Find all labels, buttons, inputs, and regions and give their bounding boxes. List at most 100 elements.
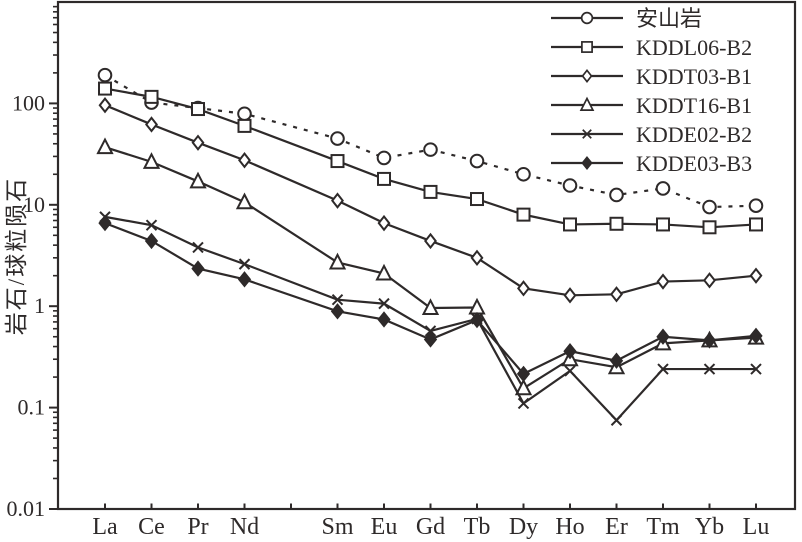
square-open-marker-icon xyxy=(702,220,717,235)
series-line xyxy=(104,87,757,229)
legend-label: KDDT03-B1 xyxy=(636,64,752,89)
diamond-open-marker-icon xyxy=(191,134,205,151)
square-open-marker-icon xyxy=(581,41,593,53)
x-axis-label: Ce xyxy=(138,514,165,540)
x-marker-icon xyxy=(331,293,344,306)
legend-label: KDDE02-B2 xyxy=(636,122,752,147)
series-line xyxy=(104,215,756,422)
legend-item: KDDL06-B2 xyxy=(551,35,752,60)
circle-open-marker-icon xyxy=(702,199,717,215)
series-KDDL06-B2 xyxy=(98,81,763,235)
square-open-marker-icon xyxy=(330,154,345,169)
series-KDDT03-B1 xyxy=(98,96,763,304)
x-marker-icon xyxy=(145,219,158,231)
square-open-marker-icon xyxy=(237,118,252,133)
x-axis: La Ce Pr Nd Sm Eu Gd Tb Dy Ho Er Tm Yb Lu xyxy=(92,503,770,540)
circle-open-marker-icon xyxy=(97,67,113,83)
x-marker-icon xyxy=(610,414,623,426)
diamond-open-marker-icon xyxy=(238,152,251,169)
diamond-open-marker-icon xyxy=(581,69,593,83)
y-axis-tick-label: 0.01 xyxy=(7,496,46,521)
legend-item: KDDT16-B1 xyxy=(551,93,752,118)
series-line xyxy=(104,222,757,376)
diamond-filled-marker-icon xyxy=(563,342,577,360)
diamond-filled-marker-icon xyxy=(470,311,484,329)
x-axis-label: La xyxy=(92,514,118,540)
circle-open-marker-icon xyxy=(516,166,531,182)
series-line xyxy=(104,104,757,297)
square-open-marker-icon xyxy=(98,81,112,96)
legend-item: KDDT03-B1 xyxy=(551,64,752,89)
x-axis-label: Pr xyxy=(187,514,208,540)
y-axis-tick-label: 0.1 xyxy=(18,395,46,420)
circle-open-marker-icon xyxy=(609,187,624,203)
x-marker-icon xyxy=(192,241,204,254)
x-axis-label: Gd xyxy=(416,514,445,540)
diamond-filled-marker-icon xyxy=(609,352,624,369)
square-open-marker-icon xyxy=(609,216,624,231)
diamond-open-marker-icon xyxy=(470,249,484,267)
triangle-open-marker-icon xyxy=(189,171,207,189)
x-axis-label: Nd xyxy=(230,514,259,540)
legend-item: KDDE03-B3 xyxy=(551,151,752,176)
triangle-open-marker-icon xyxy=(328,252,347,270)
series-KDDT16-B1 xyxy=(96,137,765,396)
y-axis: 100 10 1 0.1 0.01 xyxy=(7,5,58,521)
legend-label: 安山岩 xyxy=(636,6,702,31)
diamond-open-marker-icon xyxy=(703,272,716,289)
legend: 安山岩 KDDL06-B2 KDDT03-B1 KDDT16-B1 KDDE02-B2 K… xyxy=(551,6,752,176)
triangle-open-marker-icon xyxy=(421,298,440,315)
y-axis-title: 岩石/球粒陨石 xyxy=(4,177,29,335)
triangle-open-marker-icon xyxy=(375,263,393,281)
legend-label: KDDL06-B2 xyxy=(636,35,752,60)
x-marker-icon xyxy=(378,297,390,310)
x-axis-label: Lu xyxy=(743,514,770,540)
diamond-open-marker-icon xyxy=(145,116,158,133)
x-marker-icon xyxy=(517,397,530,410)
x-marker-icon xyxy=(750,363,762,375)
diamond-filled-marker-icon xyxy=(330,303,345,320)
circle-open-marker-icon xyxy=(423,142,438,157)
series-line xyxy=(104,146,757,390)
diamond-filled-marker-icon xyxy=(749,327,763,345)
circle-open-marker-icon xyxy=(237,106,252,122)
circle-open-marker-icon xyxy=(469,153,485,169)
diamond-open-marker-icon xyxy=(377,214,391,232)
square-open-marker-icon xyxy=(656,217,670,232)
x-axis-label: Ho xyxy=(555,514,584,540)
diamond-filled-marker-icon xyxy=(656,328,670,345)
y-axis-tick-label: 10 xyxy=(23,192,45,217)
y-axis-tick-label: 1 xyxy=(34,293,45,318)
x-marker-icon xyxy=(424,325,437,337)
square-open-marker-icon xyxy=(423,184,438,199)
diamond-open-marker-icon xyxy=(656,273,670,290)
x-axis-label: Sm xyxy=(321,514,353,540)
circle-open-marker-icon xyxy=(655,181,671,196)
legend-item: 安山岩 xyxy=(551,6,702,31)
diamond-filled-marker-icon xyxy=(516,365,531,383)
legend-label: KDDT16-B1 xyxy=(636,93,752,118)
circle-open-marker-icon xyxy=(376,150,392,166)
diamond-filled-marker-icon xyxy=(377,311,391,328)
square-open-marker-icon xyxy=(470,192,484,207)
x-marker-icon xyxy=(657,363,669,375)
circle-open-marker-icon xyxy=(748,198,764,213)
diamond-filled-marker-icon xyxy=(423,331,438,348)
square-open-marker-icon xyxy=(191,102,205,117)
square-open-marker-icon xyxy=(144,89,159,104)
x-marker-icon xyxy=(703,363,716,375)
plot-frame xyxy=(56,0,797,511)
y-axis-tick-label: 100 xyxy=(12,90,45,115)
triangle-open-marker-icon xyxy=(96,137,114,155)
diamond-filled-marker-icon xyxy=(144,232,159,250)
series-line xyxy=(104,74,757,209)
x-marker-icon xyxy=(564,365,576,377)
x-marker-icon xyxy=(238,258,251,270)
legend-item: KDDE02-B2 xyxy=(551,122,752,147)
diamond-filled-marker-icon xyxy=(98,214,112,232)
square-open-marker-icon xyxy=(749,217,763,232)
triangle-open-marker-icon xyxy=(579,96,595,111)
square-open-marker-icon xyxy=(516,207,531,222)
x-axis-label: Tb xyxy=(464,514,491,540)
